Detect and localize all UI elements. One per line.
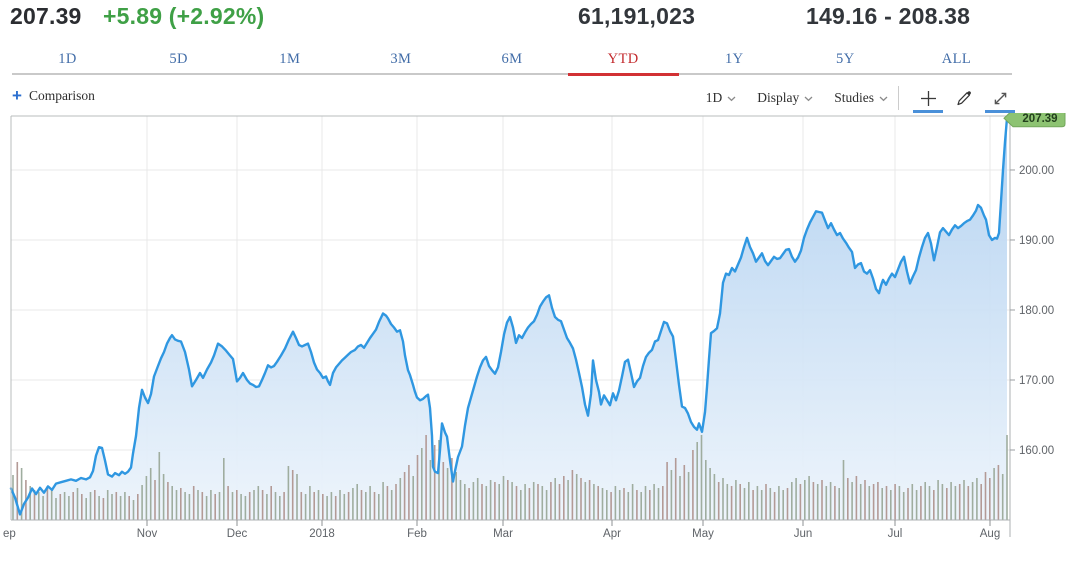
- svg-text:207.39: 207.39: [1022, 113, 1057, 125]
- plus-crosshair-icon: [920, 90, 936, 106]
- svg-text:Nov: Nov: [137, 528, 158, 540]
- svg-text:200.00: 200.00: [1019, 165, 1054, 177]
- svg-text:190.00: 190.00: [1019, 235, 1054, 247]
- toolbar-divider: [898, 86, 899, 110]
- crosshair-plus-tool-button[interactable]: [913, 85, 943, 113]
- svg-text:Apr: Apr: [603, 528, 621, 540]
- price-change: +5.89 (+2.92%): [103, 3, 265, 29]
- fullscreen-tool-button[interactable]: [985, 85, 1015, 113]
- svg-text:May: May: [692, 528, 714, 540]
- y-axis-labels: 200.00 190.00 180.00 170.00 160.00: [1010, 165, 1054, 457]
- tab-5y[interactable]: 5Y: [836, 51, 855, 67]
- tab-ytd[interactable]: YTD: [567, 45, 679, 76]
- svg-text:ep: ep: [3, 528, 16, 540]
- price-line: [9, 117, 1009, 516]
- svg-text:Aug: Aug: [980, 528, 1000, 540]
- active-tool-underline: [985, 110, 1015, 113]
- volume-value: 61,191,023: [578, 3, 696, 29]
- 52-week-range: 149.16 - 208.38: [806, 3, 971, 29]
- svg-text:2018: 2018: [309, 528, 335, 540]
- plot-border: [10, 115, 1011, 537]
- expand-arrows-icon: [994, 92, 1006, 104]
- studies-label: Studies: [834, 90, 874, 105]
- last-price-badge: 207.39: [1003, 109, 1066, 128]
- chevron-down-icon: [879, 96, 888, 102]
- plus-icon: +: [12, 86, 22, 105]
- pencil-icon: [957, 90, 971, 105]
- svg-text:160.00: 160.00: [1019, 445, 1054, 457]
- tab-3m[interactable]: 3M: [390, 51, 412, 67]
- last-price: 207.39: [10, 3, 82, 29]
- svg-text:Mar: Mar: [493, 528, 513, 540]
- studies-dropdown[interactable]: Studies: [834, 90, 888, 106]
- tab-1m[interactable]: 1M: [279, 51, 301, 67]
- chevron-down-icon: [727, 96, 736, 102]
- period-tab-bar: 1D 5D 1M 3M 6M YTD 1Y 5Y ALL: [12, 45, 1012, 76]
- svg-text:180.00: 180.00: [1019, 305, 1054, 317]
- active-tool-underline: [913, 110, 943, 113]
- x-axis-labels: ep Nov Dec 2018 Feb Mar Apr May Jun Jul Aug: [3, 520, 1000, 540]
- svg-text:Jul: Jul: [888, 528, 903, 540]
- tab-1d[interactable]: 1D: [58, 51, 77, 67]
- chart-toolbar: + Comparison 1D Display Studies: [0, 84, 1068, 113]
- price-chart[interactable]: 200.00 190.00 180.00 170.00 160.00 ep Nov Dec 20…: [0, 109, 1068, 563]
- price-chart-svg: 200.00 190.00 180.00 170.00 160.00 ep Nov Dec 20…: [3, 109, 1066, 540]
- tab-5d[interactable]: 5D: [169, 51, 188, 67]
- comparison-label: Comparison: [28, 87, 95, 103]
- tab-6m[interactable]: 6M: [501, 51, 523, 67]
- svg-text:Jun: Jun: [794, 528, 813, 540]
- draw-tool-button[interactable]: [949, 85, 979, 111]
- tab-all[interactable]: ALL: [941, 51, 972, 67]
- svg-text:Dec: Dec: [227, 528, 248, 540]
- display-dropdown[interactable]: Display: [757, 90, 813, 106]
- interval-label: 1D: [705, 90, 723, 105]
- chevron-down-icon: [804, 96, 813, 102]
- svg-text:Feb: Feb: [407, 528, 427, 540]
- add-comparison-button[interactable]: + Comparison: [12, 87, 95, 104]
- tab-1y[interactable]: 1Y: [724, 51, 744, 67]
- display-label: Display: [757, 90, 800, 105]
- volume-bars: [12, 435, 1008, 520]
- svg-text:170.00: 170.00: [1019, 375, 1054, 387]
- interval-dropdown[interactable]: 1D: [706, 90, 737, 106]
